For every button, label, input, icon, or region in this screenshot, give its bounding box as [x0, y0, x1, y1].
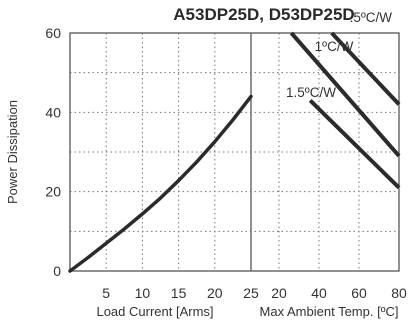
x-tick-label-left: 25	[243, 285, 259, 301]
thermal-resistance-line	[308, 99, 401, 190]
x-tick-label-right: 20	[271, 285, 287, 301]
series-label: .5ºC/W	[350, 10, 393, 25]
x-tick-label-left: 20	[207, 285, 223, 301]
x-tick-label-left: 15	[171, 285, 187, 301]
y-tick-label: 60	[45, 25, 61, 41]
series-label: 1ºC/W	[315, 39, 354, 54]
y-tick-label: 40	[45, 104, 61, 120]
x-tick-label-left: 5	[102, 285, 110, 301]
x-tick-label-left: 10	[135, 285, 151, 301]
y-tick-label: 0	[53, 263, 61, 279]
labels: A53DP25D, D53DP25D Power Dissipation Loa…	[5, 5, 407, 319]
axes	[69, 32, 400, 272]
series-label: 1.5ºC/W	[286, 85, 336, 100]
x-axis-label-load-current: Load Current [Arms]	[96, 304, 213, 319]
thermal-resistance-line	[289, 31, 401, 158]
series	[68, 31, 401, 273]
y-tick-label: 20	[45, 184, 61, 200]
load-current-curve	[68, 94, 253, 273]
plot-frame	[69, 32, 400, 272]
x-axis-label-ambient-temp: Max Ambient Temp. [ºC]	[260, 304, 399, 319]
grid	[70, 33, 399, 271]
y-axis-label: Power Dissipation	[5, 100, 20, 204]
thermal-resistance-line	[330, 31, 401, 106]
x-tick-label-right: 40	[311, 285, 327, 301]
x-tick-label-right: 60	[351, 285, 367, 301]
chart-title: A53DP25D, D53DP25D	[173, 5, 354, 24]
x-tick-label-right: 80	[391, 285, 407, 301]
